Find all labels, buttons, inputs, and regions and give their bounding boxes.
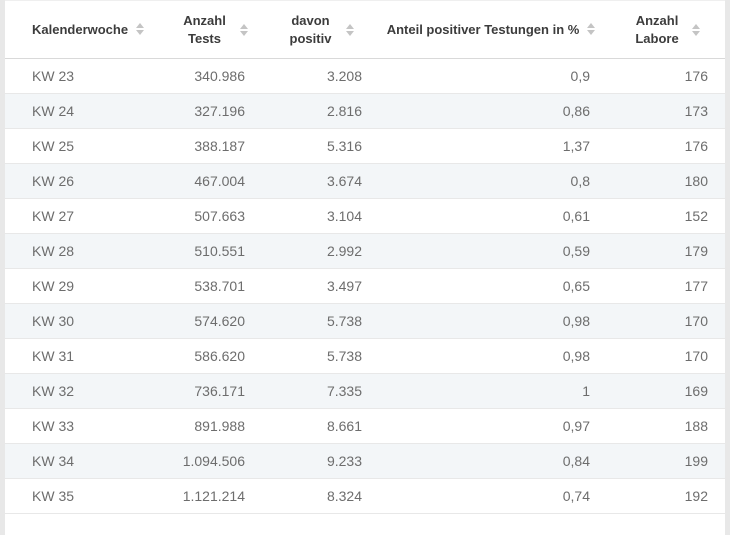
cell-davon-positiv: 2.992 <box>260 233 377 269</box>
sort-arrows-icon[interactable] <box>587 23 596 36</box>
column-header-anzahl-tests[interactable]: Anzahl Tests <box>165 0 260 59</box>
cell-anzahl-tests: 467.004 <box>165 163 260 199</box>
cell-davon-positiv: 5.738 <box>260 338 377 374</box>
cell-kalenderwoche: KW 27 <box>5 198 165 234</box>
table-row[interactable]: KW 25 388.187 5.316 1,37 176 <box>5 128 725 164</box>
cell-anteil-positiver-testungen: 0,84 <box>377 443 605 479</box>
cell-davon-positiv: 2.816 <box>260 93 377 129</box>
cell-anzahl-labore: 192 <box>605 478 725 514</box>
cell-anteil-positiver-testungen: 0,59 <box>377 233 605 269</box>
cell-kalenderwoche: KW 26 <box>5 163 165 199</box>
cell-anzahl-tests: 538.701 <box>165 268 260 304</box>
table-body: KW 23 340.986 3.208 0,9 176 KW 24 327.19… <box>5 58 725 514</box>
cell-davon-positiv: 7.335 <box>260 373 377 409</box>
column-header-label: Anzahl Tests <box>183 12 226 46</box>
cell-kalenderwoche: KW 25 <box>5 128 165 164</box>
cell-anteil-positiver-testungen: 1 <box>377 373 605 409</box>
table-row[interactable]: KW 26 467.004 3.674 0,8 180 <box>5 163 725 199</box>
cell-anzahl-labore: 152 <box>605 198 725 234</box>
cell-anteil-positiver-testungen: 0,98 <box>377 338 605 374</box>
cell-kalenderwoche: KW 32 <box>5 373 165 409</box>
cell-kalenderwoche: KW 28 <box>5 233 165 269</box>
table-header-row: Kalenderwoche Anzahl Tests davon positiv <box>5 0 725 59</box>
cell-davon-positiv: 5.316 <box>260 128 377 164</box>
cell-anteil-positiver-testungen: 0,8 <box>377 163 605 199</box>
table-row[interactable]: KW 24 327.196 2.816 0,86 173 <box>5 93 725 129</box>
cell-anzahl-labore: 176 <box>605 58 725 94</box>
table-row[interactable]: KW 30 574.620 5.738 0,98 170 <box>5 303 725 339</box>
cell-davon-positiv: 3.208 <box>260 58 377 94</box>
cell-davon-positiv: 8.324 <box>260 478 377 514</box>
cell-anzahl-tests: 891.988 <box>165 408 260 444</box>
column-header-anzahl-labore[interactable]: Anzahl Labore <box>605 0 725 59</box>
cell-anteil-positiver-testungen: 0,61 <box>377 198 605 234</box>
sort-arrows-icon[interactable] <box>692 23 700 36</box>
cell-anteil-positiver-testungen: 0,97 <box>377 408 605 444</box>
table-row[interactable]: KW 32 736.171 7.335 1 169 <box>5 373 725 409</box>
cell-davon-positiv: 3.674 <box>260 163 377 199</box>
cell-anzahl-labore: 170 <box>605 303 725 339</box>
cell-anzahl-labore: 170 <box>605 338 725 374</box>
cell-anzahl-tests: 586.620 <box>165 338 260 374</box>
cell-anzahl-labore: 180 <box>605 163 725 199</box>
cell-anzahl-tests: 736.171 <box>165 373 260 409</box>
table-row[interactable]: KW 35 1.121.214 8.324 0,74 192 <box>5 478 725 514</box>
cell-kalenderwoche: KW 33 <box>5 408 165 444</box>
cell-anzahl-labore: 179 <box>605 233 725 269</box>
cell-anzahl-labore: 177 <box>605 268 725 304</box>
table-row[interactable]: KW 28 510.551 2.992 0,59 179 <box>5 233 725 269</box>
cell-anzahl-tests: 1.094.506 <box>165 443 260 479</box>
cell-anzahl-labore: 169 <box>605 373 725 409</box>
cell-anteil-positiver-testungen: 0,9 <box>377 58 605 94</box>
column-header-label: Kalenderwoche <box>32 21 129 37</box>
cell-anzahl-tests: 340.986 <box>165 58 260 94</box>
table-row[interactable]: KW 27 507.663 3.104 0,61 152 <box>5 198 725 234</box>
cell-kalenderwoche: KW 34 <box>5 443 165 479</box>
cell-davon-positiv: 8.661 <box>260 408 377 444</box>
column-header-label: Anteil positiver Testungen in % <box>386 21 580 37</box>
cell-anzahl-tests: 507.663 <box>165 198 260 234</box>
cell-kalenderwoche: KW 23 <box>5 58 165 94</box>
cell-davon-positiv: 5.738 <box>260 303 377 339</box>
sort-arrows-icon[interactable] <box>239 23 248 36</box>
table-card: Kalenderwoche Anzahl Tests davon positiv <box>5 0 725 535</box>
table-row[interactable]: KW 31 586.620 5.738 0,98 170 <box>5 338 725 374</box>
sort-arrows-icon[interactable] <box>345 23 354 36</box>
cell-anteil-positiver-testungen: 0,65 <box>377 268 605 304</box>
cell-anteil-positiver-testungen: 0,98 <box>377 303 605 339</box>
sort-arrows-icon[interactable] <box>136 23 145 36</box>
cell-anteil-positiver-testungen: 0,86 <box>377 93 605 129</box>
column-header-davon-positiv[interactable]: davon positiv <box>260 0 377 59</box>
cell-anzahl-labore: 176 <box>605 128 725 164</box>
column-header-anteil-positiver-testungen[interactable]: Anteil positiver Testungen in % <box>377 0 605 59</box>
cell-kalenderwoche: KW 29 <box>5 268 165 304</box>
cell-anzahl-labore: 173 <box>605 93 725 129</box>
cell-anteil-positiver-testungen: 0,74 <box>377 478 605 514</box>
table-row[interactable]: KW 23 340.986 3.208 0,9 176 <box>5 58 725 94</box>
cell-anzahl-labore: 188 <box>605 408 725 444</box>
cell-anzahl-tests: 574.620 <box>165 303 260 339</box>
column-header-label: davon positiv <box>289 12 332 46</box>
cell-anzahl-tests: 510.551 <box>165 233 260 269</box>
column-header-label: Anzahl Labore <box>635 12 679 46</box>
cell-davon-positiv: 3.497 <box>260 268 377 304</box>
cell-anzahl-labore: 199 <box>605 443 725 479</box>
cell-anzahl-tests: 327.196 <box>165 93 260 129</box>
cell-anzahl-tests: 1.121.214 <box>165 478 260 514</box>
table-row[interactable]: KW 29 538.701 3.497 0,65 177 <box>5 268 725 304</box>
table-row[interactable]: KW 34 1.094.506 9.233 0,84 199 <box>5 443 725 479</box>
cell-kalenderwoche: KW 24 <box>5 93 165 129</box>
cell-davon-positiv: 3.104 <box>260 198 377 234</box>
cell-anteil-positiver-testungen: 1,37 <box>377 128 605 164</box>
data-table: Kalenderwoche Anzahl Tests davon positiv <box>5 0 725 514</box>
cell-anzahl-tests: 388.187 <box>165 128 260 164</box>
cell-kalenderwoche: KW 30 <box>5 303 165 339</box>
column-header-kalenderwoche[interactable]: Kalenderwoche <box>5 0 165 59</box>
cell-davon-positiv: 9.233 <box>260 443 377 479</box>
table-row[interactable]: KW 33 891.988 8.661 0,97 188 <box>5 408 725 444</box>
cell-kalenderwoche: KW 35 <box>5 478 165 514</box>
cell-kalenderwoche: KW 31 <box>5 338 165 374</box>
